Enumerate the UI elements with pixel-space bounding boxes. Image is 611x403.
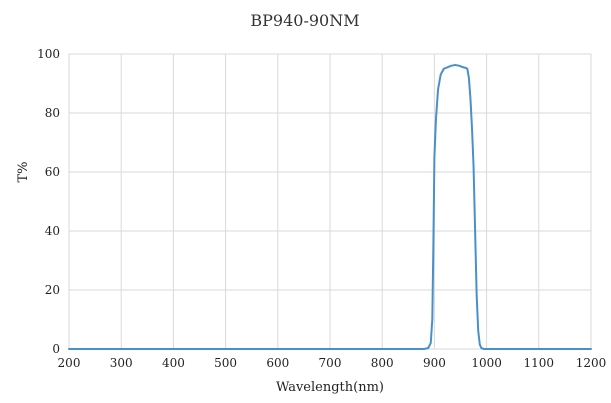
x-tick-label: 1000 xyxy=(471,356,502,370)
x-axis-label: Wavelength(nm) xyxy=(276,380,384,395)
x-tick-label: 600 xyxy=(266,356,289,370)
series-group xyxy=(68,63,592,350)
x-tick-label: 1200 xyxy=(576,356,607,370)
x-tick-label: 500 xyxy=(214,356,237,370)
transmission-line xyxy=(68,63,592,350)
y-tick-label: 40 xyxy=(45,224,60,238)
x-tick-label: 800 xyxy=(371,356,394,370)
x-tick-label: 200 xyxy=(58,356,81,370)
y-tick-label: 0 xyxy=(52,342,60,356)
grid xyxy=(68,53,592,350)
x-tick-label: 1100 xyxy=(524,356,555,370)
chart-title: BP940-90NM xyxy=(250,11,359,30)
x-tick-label: 900 xyxy=(423,356,446,370)
x-tick-label: 400 xyxy=(162,356,185,370)
y-tick-label: 100 xyxy=(37,47,60,61)
y-axis-ticks: 0 20 40 60 80 100 xyxy=(37,47,60,356)
x-tick-label: 700 xyxy=(319,356,342,370)
x-tick-label: 300 xyxy=(110,356,133,370)
y-tick-label: 20 xyxy=(45,283,60,297)
x-axis-ticks: 200 300 400 500 600 700 800 900 1000 1100 1200 xyxy=(58,356,607,370)
y-axis-label: T% xyxy=(16,161,31,182)
y-tick-label: 60 xyxy=(45,165,60,179)
y-tick-label: 80 xyxy=(45,106,60,120)
